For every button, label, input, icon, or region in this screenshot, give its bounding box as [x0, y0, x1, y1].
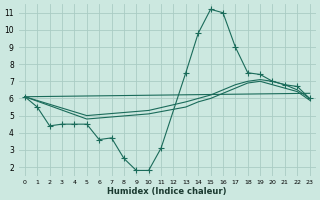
X-axis label: Humidex (Indice chaleur): Humidex (Indice chaleur)	[108, 187, 227, 196]
